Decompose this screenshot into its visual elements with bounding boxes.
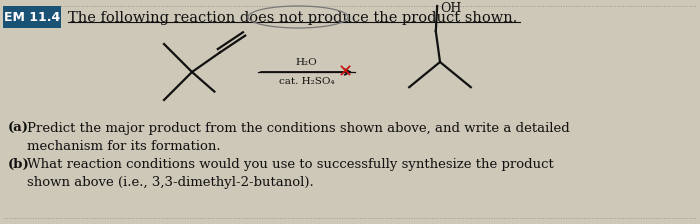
Text: The following reaction does not produce the product shown.: The following reaction does not produce … — [68, 11, 517, 25]
Text: What reaction conditions would you use to successfully synthesize the product
sh: What reaction conditions would you use t… — [27, 158, 554, 189]
Text: H₂O: H₂O — [295, 58, 317, 67]
Text: (a): (a) — [8, 122, 29, 135]
Text: EM 11.4: EM 11.4 — [4, 11, 60, 24]
Text: OH: OH — [440, 2, 462, 15]
Text: Predict the major product from the conditions shown above, and write a detailed
: Predict the major product from the condi… — [27, 122, 570, 153]
FancyBboxPatch shape — [3, 6, 61, 28]
Text: cat. H₂SO₄: cat. H₂SO₄ — [279, 77, 335, 86]
Text: (b): (b) — [8, 158, 29, 171]
Text: ✕: ✕ — [337, 63, 353, 81]
